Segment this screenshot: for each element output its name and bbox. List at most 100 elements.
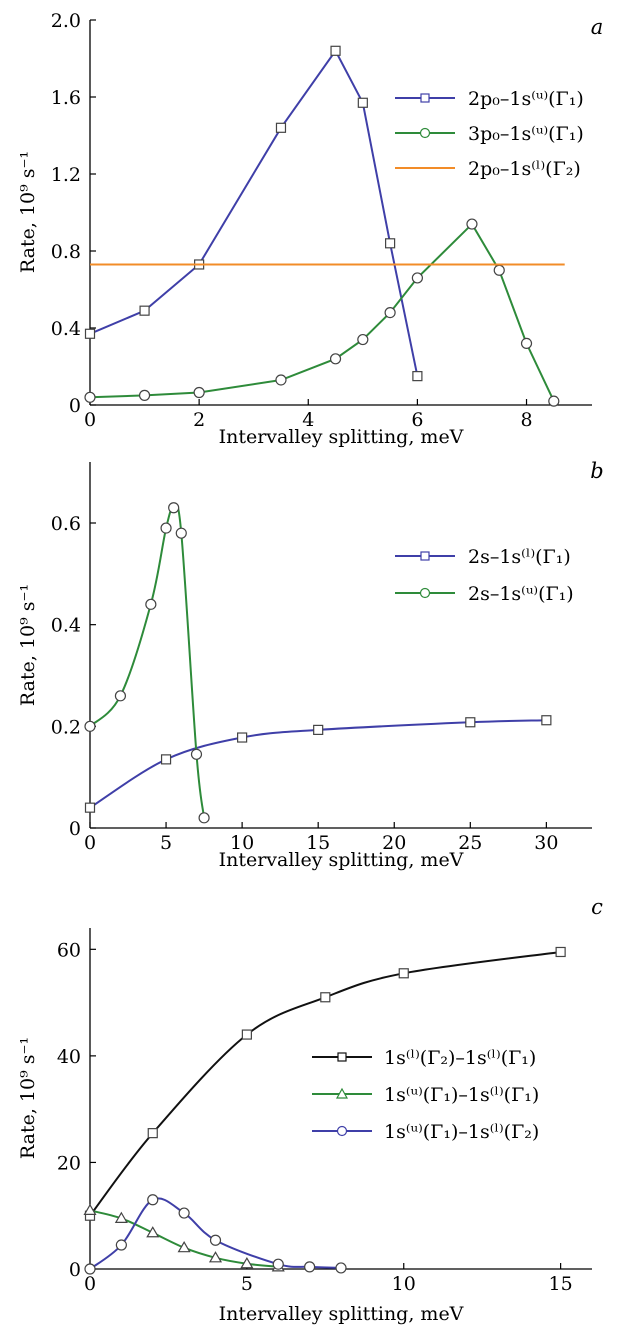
panel-a-series-0-point-7 <box>412 371 423 382</box>
panel-b-xtick-label-5: 25 <box>458 832 482 854</box>
panel-b-series-0-point-0 <box>84 802 96 813</box>
panel-b-xtick-label-3: 15 <box>306 832 330 854</box>
panel-a-letter: a <box>591 15 604 39</box>
panel-c-legend: 1s⁽ˡ⁾(Γ₂)–1s⁽ˡ⁾(Γ₁) 1s⁽ᵘ⁾(Γ₁)–1s⁽ˡ⁾(Γ₁) … <box>312 1047 539 1143</box>
legend-c-2-label: 1s⁽ᵘ⁾(Γ₁)–1s⁽ˡ⁾(Γ₂) <box>384 1121 539 1143</box>
panel-a-xtick-label-4: 8 <box>520 409 532 431</box>
panel-c-ylabel: Rate, 10⁹ s⁻¹ <box>17 1037 39 1159</box>
panel-c-series-0-line <box>89 951 561 1217</box>
panel-c-series-2-point-4 <box>209 1234 222 1246</box>
panel-c-xtick-label-2: 10 <box>392 1273 416 1295</box>
panel-b-xtick-label-6: 30 <box>534 832 558 854</box>
legend-a-1-marker <box>419 127 431 139</box>
panel-a-series-1-point-3 <box>275 374 287 386</box>
panel-a-series-0-point-1 <box>139 305 150 316</box>
panel-a: a 0 2 4 6 8 0 0.4 0.8 1.2 1.6 2.0 Intervalley spli… <box>17 10 603 448</box>
panel-a-series-0-line <box>89 48 419 377</box>
panel-a-series-1-point-8 <box>466 218 478 230</box>
panel-a-xtick-label-3: 6 <box>411 409 423 431</box>
panel-c-ticks: 0 5 10 15 0 20 40 60 <box>57 939 573 1295</box>
panel-a-series-1-point-2 <box>193 386 205 399</box>
panel-a-series-1-point-10 <box>520 337 533 349</box>
panel-a-series <box>84 45 565 407</box>
legend-b-0-label: 2s–1s⁽ˡ⁾(Γ₁) <box>468 546 571 568</box>
panel-a-ytick-label-0: 0 <box>69 395 81 417</box>
panel-a-series-0-point-4 <box>330 45 341 56</box>
panel-b-series-0-point-1 <box>160 754 172 765</box>
panel-b-series-0-point-3 <box>313 724 324 735</box>
panel-c-xlabel: Intervalley splitting, meV <box>219 1303 464 1325</box>
panel-a-series-0-point-0 <box>84 328 96 339</box>
panel-b-axes <box>89 462 592 829</box>
panel-c-series-2-point-3 <box>178 1207 190 1219</box>
panel-c-xtick-label-1: 5 <box>241 1273 253 1295</box>
panel-a-series-1-point-7 <box>411 272 423 284</box>
panel-c-series-0-point-4 <box>398 968 409 979</box>
panel-b: b 0 5 10 15 20 25 30 0 0.2 0.4 0.6 Intervalley spl… <box>17 459 604 871</box>
panel-a-series-1-point-11 <box>548 395 560 407</box>
panel-c-series-2-point-7 <box>335 1262 347 1274</box>
legend-c-0-label: 1s⁽ˡ⁾(Γ₂)–1s⁽ˡ⁾(Γ₁) <box>384 1047 536 1069</box>
panel-a-series-1-line <box>89 222 555 402</box>
panel-b-letter: b <box>590 459 603 483</box>
panel-a-ytick-label-4: 1.6 <box>51 87 81 109</box>
legend-b-1-label: 2s–1s⁽ᵘ⁾(Γ₁) <box>468 583 574 605</box>
panel-c-ytick-label-0: 0 <box>69 1259 81 1281</box>
legend-a-0-label: 2p₀–1s⁽ᵘ⁾(Γ₁) <box>468 88 584 110</box>
panel-c-letter: c <box>591 895 603 919</box>
panel-b-xtick-label-1: 5 <box>160 832 172 854</box>
panel-b-ytick-label-2: 0.4 <box>51 615 81 637</box>
panel-b-series-1-point-0 <box>84 720 96 732</box>
panel-c-xtick-label-3: 15 <box>549 1273 573 1295</box>
panel-a-xtick-label-1: 2 <box>193 409 205 431</box>
panel-c-series-1-point-0 <box>83 1203 97 1215</box>
panel-b-series-1-point-7 <box>198 812 210 824</box>
panel-a-series-0-point-6 <box>385 238 396 249</box>
panel-c-series-0-point-3 <box>320 992 331 1003</box>
panel-a-series-0-point-5 <box>357 97 368 108</box>
legend-a-1-label: 3p₀–1s⁽ᵘ⁾(Γ₁) <box>468 123 584 145</box>
panel-c-ytick-label-1: 20 <box>57 1152 81 1174</box>
panel-c-series-1-point-5 <box>240 1256 254 1269</box>
legend-a-2-label: 2p₀–1s⁽ˡ⁾(Γ₂) <box>468 158 581 180</box>
panel-c-series-1-point-4 <box>208 1251 223 1263</box>
panel-a-xtick-label-0: 0 <box>84 409 96 431</box>
panel-c-series <box>83 946 566 1275</box>
panel-b-series-1-point-6 <box>190 748 203 760</box>
panel-b-xtick-label-4: 20 <box>382 832 406 854</box>
panel-c-series-2-point-5 <box>272 1258 284 1270</box>
panel-b-series-1-point-1 <box>114 690 127 702</box>
panel-b-series-0-point-2 <box>237 732 248 743</box>
panel-b-ticks: 0 5 10 15 20 25 30 0 0.2 0.4 0.6 <box>51 513 559 854</box>
panel-c-series-1-point-3 <box>177 1240 191 1253</box>
legend-c-1-marker <box>335 1087 349 1099</box>
panel-a-ylabel: Rate, 10⁹ s⁻¹ <box>17 151 39 273</box>
panel-a-xtick-label-2: 4 <box>302 409 314 431</box>
panel-b-ytick-label-0: 0 <box>69 818 81 840</box>
panel-a-series-0-point-3 <box>275 122 287 133</box>
panel-a-legend: 2p₀–1s⁽ᵘ⁾(Γ₁) 3p₀–1s⁽ᵘ⁾(Γ₁) 2p₀–1s⁽ˡ⁾(Γ₂… <box>395 88 584 180</box>
panel-b-series <box>84 502 552 824</box>
panel-b-legend: 2s–1s⁽ˡ⁾(Γ₁) 2s–1s⁽ᵘ⁾(Γ₁) <box>395 546 574 605</box>
legend-b-1-marker <box>419 587 431 599</box>
panel-c-series-1-point-2 <box>146 1226 160 1238</box>
panel-a-xlabel: Intervalley splitting, meV <box>219 426 464 448</box>
panel-c: c 0 5 10 15 0 20 40 60 Intervalley splitting, m… <box>17 895 603 1325</box>
panel-c-ytick-label-3: 60 <box>57 939 81 961</box>
panel-a-series-1-point-4 <box>329 353 342 365</box>
panel-c-series-2-point-2 <box>147 1194 159 1206</box>
panel-a-ytick-label-5: 2.0 <box>51 10 81 32</box>
panel-a-ytick-label-1: 0.4 <box>51 318 81 340</box>
panel-b-series-0-point-4 <box>465 717 476 728</box>
panel-b-series-1-point-3 <box>160 522 172 534</box>
panel-b-xtick-label-2: 10 <box>230 832 254 854</box>
panel-b-series-1-point-5 <box>175 527 187 539</box>
panel-c-xtick-label-0: 0 <box>84 1273 96 1295</box>
legend-b-0-marker <box>420 551 430 561</box>
panel-c-series-1-point-1 <box>114 1211 128 1223</box>
panel-b-series-1-point-2 <box>145 598 157 610</box>
panel-c-series-2-point-0 <box>84 1263 96 1275</box>
panel-c-series-0-point-1 <box>147 1128 158 1139</box>
panel-a-ytick-label-2: 0.8 <box>51 241 81 263</box>
